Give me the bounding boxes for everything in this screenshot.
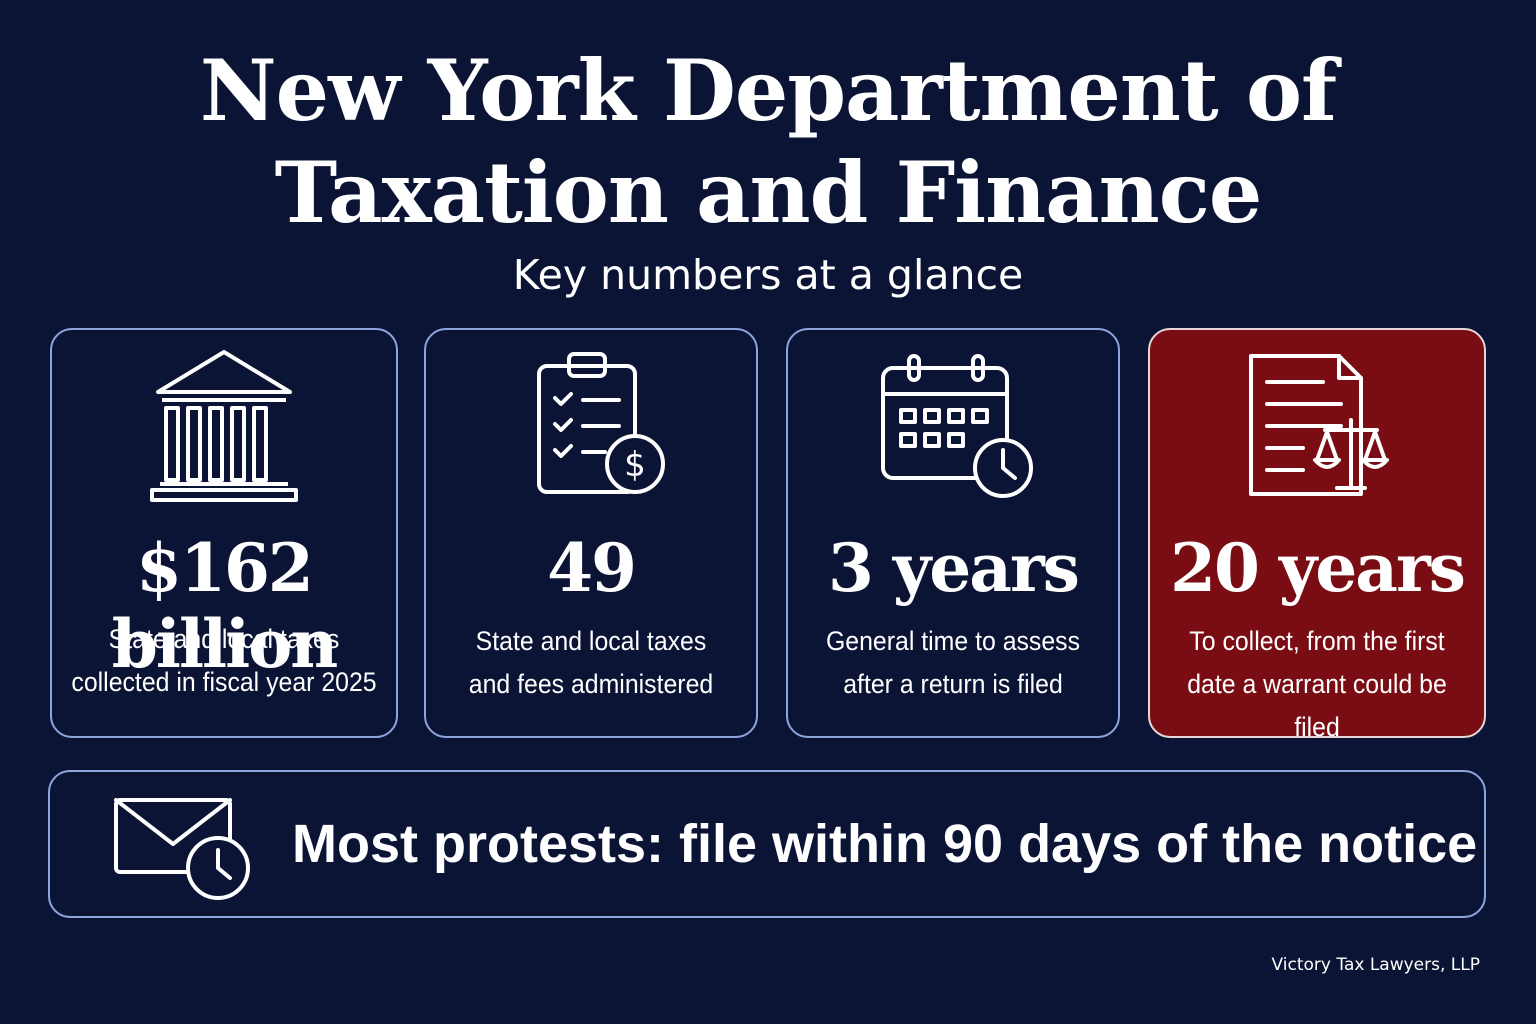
- page-subtitle: Key numbers at a glance: [512, 251, 1024, 299]
- stat-value: 20 years: [1170, 529, 1466, 607]
- stat-card-collection-period: 20 years To collect, from the first date…: [1148, 328, 1486, 742]
- stat-description: To collect, from the first date a warran…: [1169, 620, 1465, 749]
- stat-value: 3 years: [828, 529, 1080, 607]
- stat-card-revenue: $162 billion State and local taxes colle…: [50, 328, 398, 738]
- stat-description-line-1: To collect, from the first: [1189, 626, 1445, 656]
- bank-building-icon: [52, 348, 396, 508]
- document-scales-icon: [1150, 348, 1484, 508]
- calendar-clock-icon: [788, 348, 1118, 508]
- svg-text:$: $: [624, 445, 646, 485]
- title-line-2: Taxation and Finance: [274, 143, 1263, 242]
- stat-card-taxes-administered: $ 49 State and local taxes and fees admi…: [424, 328, 758, 738]
- page-title: New York Department of Taxation and Fina…: [0, 40, 1536, 244]
- firm-credit: Victory Tax Lawyers, LLP: [1271, 955, 1480, 975]
- protest-deadline-banner: Most protests: file within 90 days of th…: [48, 770, 1486, 918]
- stat-description-line-2: and fees administered: [468, 669, 714, 699]
- title-line-1: New York Department of: [199, 41, 1337, 140]
- envelope-clock-icon: [110, 794, 260, 907]
- stat-description: State and local taxes and fees administe…: [445, 620, 738, 706]
- stat-description-line-2: collected in fiscal year 2025: [71, 667, 377, 697]
- banner-text: Most protests: file within 90 days of th…: [292, 814, 1478, 874]
- stat-value: 49: [547, 529, 637, 607]
- stat-value: $162 billion: [111, 529, 338, 683]
- stat-description: General time to assess after a return is…: [807, 620, 1100, 706]
- clipboard-checklist-dollar-icon: $: [426, 348, 756, 508]
- stat-description-line-1: State and local taxes: [108, 624, 340, 654]
- stat-description-line-2: date a warrant could be filed: [1187, 669, 1447, 742]
- stat-description-line-1: State and local taxes: [475, 626, 707, 656]
- stat-description: State and local taxes collected in fisca…: [71, 618, 376, 704]
- stat-card-assessment-period: 3 years General time to assess after a r…: [786, 328, 1120, 738]
- stat-description-line-2: after a return is filed: [843, 669, 1063, 699]
- stat-description-line-1: General time to assess: [825, 626, 1081, 656]
